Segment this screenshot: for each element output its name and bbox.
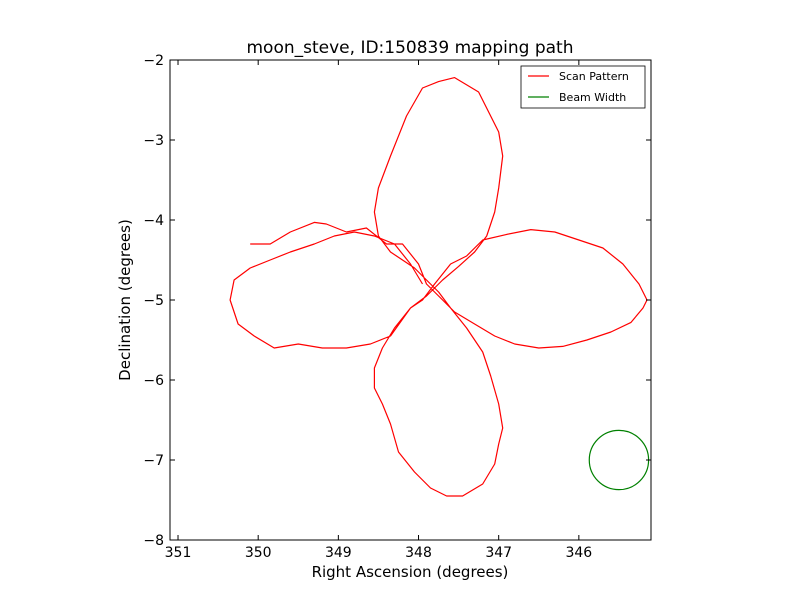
x-tick-label: 346 [565, 545, 592, 561]
y-tick-label: −2 [143, 53, 164, 69]
legend: Scan Pattern Beam Width [520, 65, 646, 109]
scan-pattern-line [229, 76, 648, 497]
y-axis-label: Declination (degrees) [116, 219, 134, 381]
x-axis-label: Right Ascension (degrees) [312, 563, 509, 581]
x-tick-label: 349 [325, 545, 352, 561]
y-tick-label: −4 [143, 213, 164, 229]
x-tick-label: 351 [165, 545, 192, 561]
plot-area [170, 60, 651, 540]
y-tick-label: −5 [143, 293, 164, 309]
chart-title: moon_steve, ID:150839 mapping path [247, 38, 574, 58]
axis-ticks: 351 350 349 348 347 346 −2 −3 −4 −5 −6 −7 −8 [143, 53, 651, 561]
y-tick-label: −7 [143, 453, 164, 469]
y-tick-label: −3 [143, 133, 164, 149]
legend-label-scan-pattern: Scan Pattern [559, 70, 629, 83]
y-tick-label: −8 [143, 533, 164, 549]
x-tick-label: 350 [245, 545, 272, 561]
x-tick-label: 347 [485, 545, 512, 561]
y-tick-label: −6 [143, 373, 164, 389]
legend-box [520, 65, 646, 109]
legend-label-beam-width: Beam Width [559, 91, 626, 104]
x-tick-label: 348 [405, 545, 432, 561]
plot-frame [169, 59, 652, 541]
